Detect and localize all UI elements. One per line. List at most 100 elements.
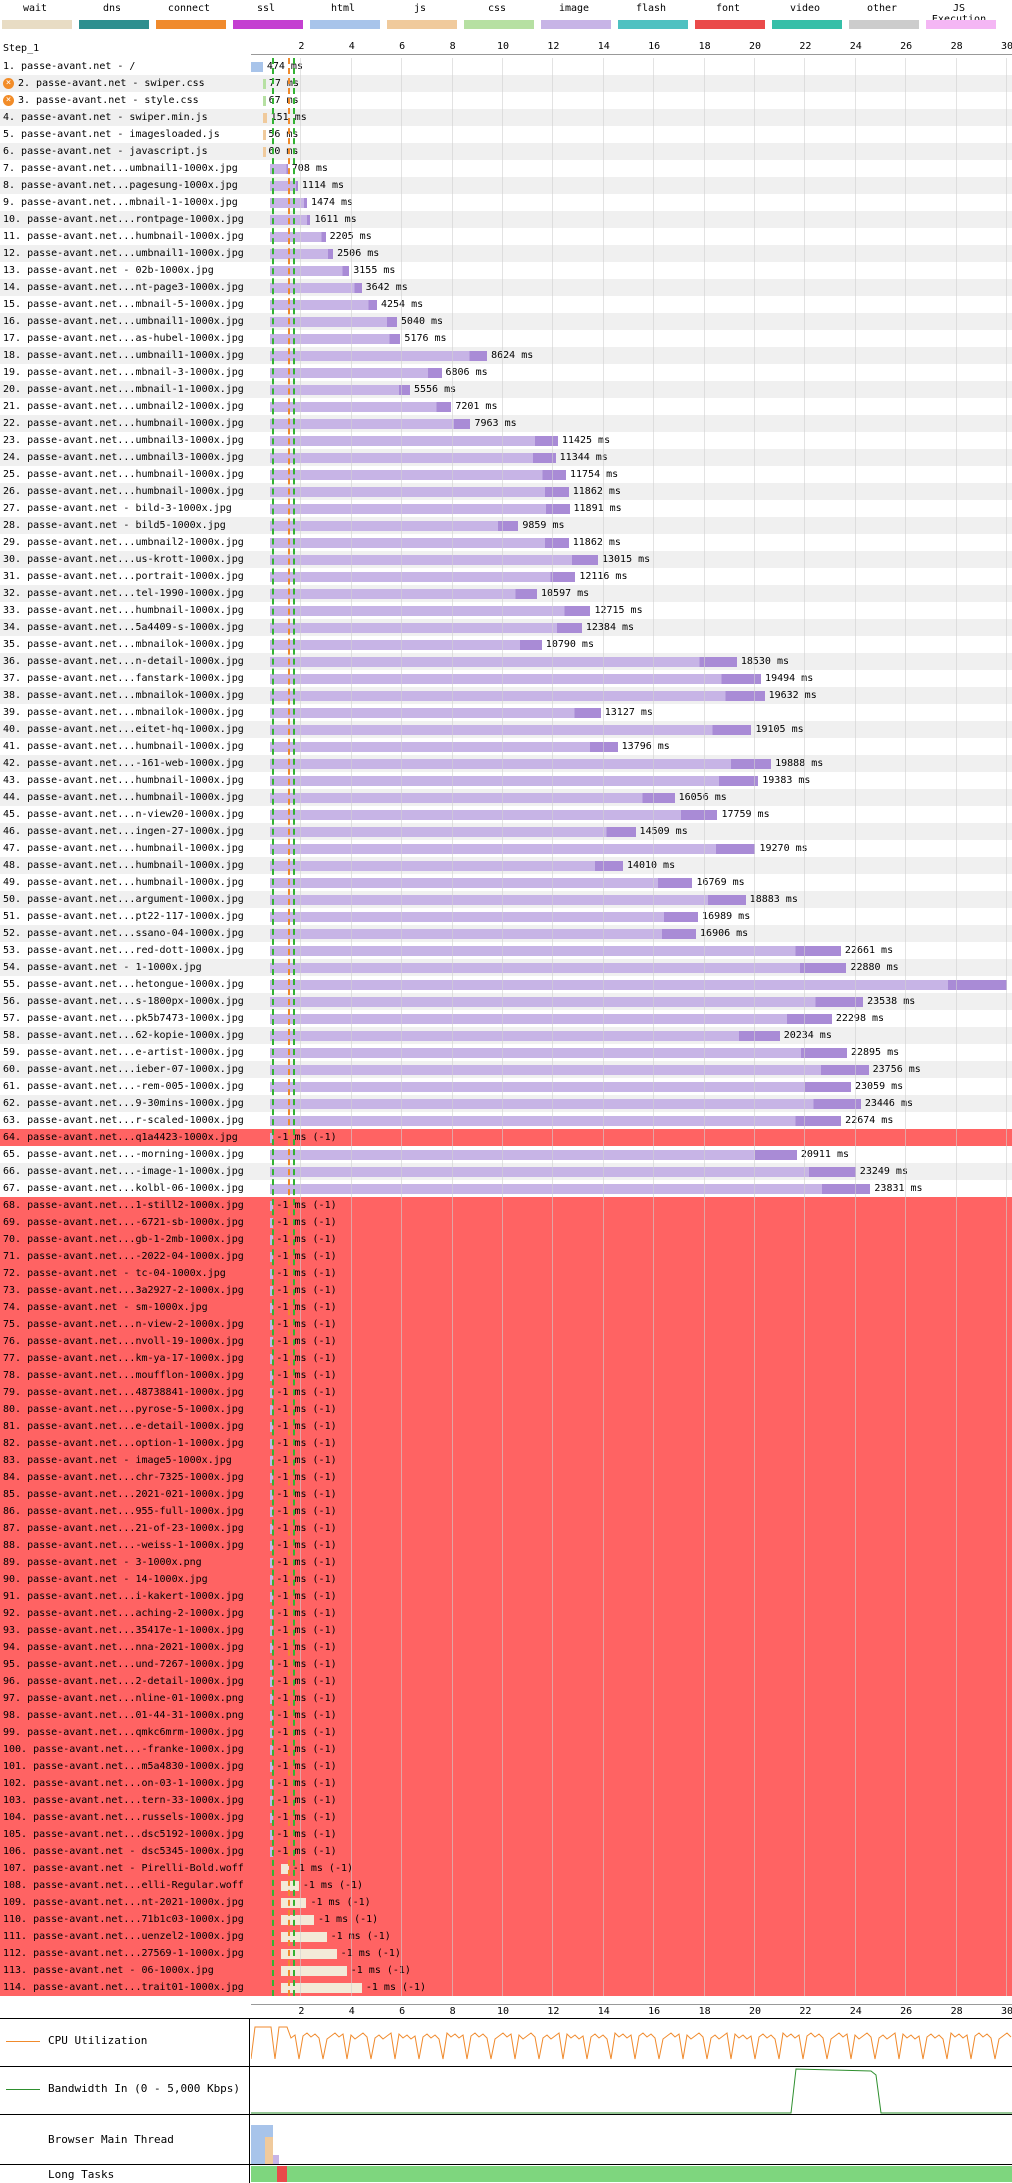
request-name[interactable]: 97. passe-avant.net...nline-01-1000x.png (3, 1693, 244, 1704)
request-name[interactable]: 17. passe-avant.net...as-hubel-1000x.jpg (3, 333, 244, 344)
request-name[interactable]: 38. passe-avant.net...mbnailok-1000x.jpg (3, 690, 244, 701)
request-name[interactable]: 94. passe-avant.net...nna-2021-1000x.jpg (3, 1642, 244, 1653)
request-row[interactable]: 15. passe-avant.net...mbnail-5-1000x.jpg… (0, 296, 1012, 313)
request-name[interactable]: 15. passe-avant.net...mbnail-5-1000x.jpg (3, 299, 244, 310)
request-name[interactable]: 63. passe-avant.net...r-scaled-1000x.jpg (3, 1115, 244, 1126)
request-name[interactable]: 9. passe-avant.net...mbnail-1-1000x.jpg (3, 197, 238, 208)
request-name[interactable]: 92. passe-avant.net...aching-2-1000x.jpg (3, 1608, 244, 1619)
request-row[interactable]: 11. passe-avant.net...humbnail-1000x.jpg… (0, 228, 1012, 245)
request-name[interactable]: 67. passe-avant.net...kolbl-06-1000x.jpg (3, 1183, 244, 1194)
request-name[interactable]: 28. passe-avant.net - bild5-1000x.jpg (3, 520, 226, 531)
request-name[interactable]: 73. passe-avant.net...3a2927-2-1000x.jpg (3, 1285, 244, 1296)
request-row[interactable]: 95. passe-avant.net...und-7267-1000x.jpg… (0, 1656, 1012, 1673)
request-name[interactable]: 89. passe-avant.net - 3-1000x.png (3, 1557, 202, 1568)
request-name[interactable]: 37. passe-avant.net...fanstark-1000x.jpg (3, 673, 244, 684)
request-row[interactable]: 70. passe-avant.net...gb-1-2mb-1000x.jpg… (0, 1231, 1012, 1248)
request-name[interactable]: 64. passe-avant.net...q1a4423-1000x.jpg (3, 1132, 238, 1143)
request-row[interactable]: 51. passe-avant.net...pt22-117-1000x.jpg… (0, 908, 1012, 925)
request-name[interactable]: 95. passe-avant.net...und-7267-1000x.jpg (3, 1659, 244, 1670)
request-name[interactable]: 88. passe-avant.net...-weiss-1-1000x.jpg (3, 1540, 244, 1551)
request-row[interactable]: 12. passe-avant.net...umbnail1-1000x.jpg… (0, 245, 1012, 262)
request-row[interactable]: 22. passe-avant.net...humbnail-1000x.jpg… (0, 415, 1012, 432)
request-row[interactable]: 9. passe-avant.net...mbnail-1-1000x.jpg 1… (0, 194, 1012, 211)
request-name[interactable]: 47. passe-avant.net...humbnail-1000x.jpg (3, 843, 244, 854)
request-row[interactable]: 6. passe-avant.net - javascript.js 60 ms (0, 143, 1012, 160)
request-name[interactable]: 91. passe-avant.net...i-kakert-1000x.jpg (3, 1591, 244, 1602)
request-row[interactable]: 42. passe-avant.net...-161-web-1000x.jpg… (0, 755, 1012, 772)
request-row[interactable]: 33. passe-avant.net...humbnail-1000x.jpg… (0, 602, 1012, 619)
request-row[interactable]: 26. passe-avant.net...humbnail-1000x.jpg… (0, 483, 1012, 500)
request-row[interactable]: 24. passe-avant.net...umbnail3-1000x.jpg… (0, 449, 1012, 466)
request-row[interactable]: 88. passe-avant.net...-weiss-1-1000x.jpg… (0, 1537, 1012, 1554)
request-row[interactable]: 25. passe-avant.net...humbnail-1000x.jpg… (0, 466, 1012, 483)
request-name[interactable]: 11. passe-avant.net...humbnail-1000x.jpg (3, 231, 244, 242)
request-row[interactable]: 68. passe-avant.net...1-still2-1000x.jpg… (0, 1197, 1012, 1214)
request-name[interactable]: 106. passe-avant.net - dsc5345-1000x.jpg (3, 1846, 244, 1857)
request-name[interactable]: 6. passe-avant.net - javascript.js (3, 146, 208, 157)
request-row[interactable]: 61. passe-avant.net...-rem-005-1000x.jpg… (0, 1078, 1012, 1095)
request-row[interactable]: 40. passe-avant.net...eitet-hq-1000x.jpg… (0, 721, 1012, 738)
request-row[interactable]: 87. passe-avant.net...21-of-23-1000x.jpg… (0, 1520, 1012, 1537)
request-name[interactable]: 68. passe-avant.net...1-still2-1000x.jpg (3, 1200, 244, 1211)
request-row[interactable]: 59. passe-avant.net...e-artist-1000x.jpg… (0, 1044, 1012, 1061)
request-name[interactable]: 82. passe-avant.net...option-1-1000x.jpg (3, 1438, 244, 1449)
request-name[interactable]: 49. passe-avant.net...humbnail-1000x.jpg (3, 877, 244, 888)
request-row[interactable]: 66. passe-avant.net...-image-1-1000x.jpg… (0, 1163, 1012, 1180)
request-row[interactable]: 89. passe-avant.net - 3-1000x.png -1 ms (… (0, 1554, 1012, 1571)
request-name[interactable]: 21. passe-avant.net...umbnail2-1000x.jpg (3, 401, 244, 412)
request-row[interactable]: 94. passe-avant.net...nna-2021-1000x.jpg… (0, 1639, 1012, 1656)
request-name[interactable]: 13. passe-avant.net - 02b-1000x.jpg (3, 265, 214, 276)
request-row[interactable]: 74. passe-avant.net - sm-1000x.jpg -1 ms … (0, 1299, 1012, 1316)
request-row[interactable]: × 3. passe-avant.net - style.css 67 ms (0, 92, 1012, 109)
request-name[interactable]: 72. passe-avant.net - tc-04-1000x.jpg (3, 1268, 226, 1279)
request-row[interactable]: 111. passe-avant.net...uenzel2-1000x.jpg… (0, 1928, 1012, 1945)
request-row[interactable]: 75. passe-avant.net...n-view-2-1000x.jpg… (0, 1316, 1012, 1333)
request-name[interactable]: 99. passe-avant.net...qmkc6mrm-1000x.jpg (3, 1727, 244, 1738)
request-name[interactable]: 61. passe-avant.net...-rem-005-1000x.jpg (3, 1081, 244, 1092)
request-row[interactable]: 64. passe-avant.net...q1a4423-1000x.jpg -… (0, 1129, 1012, 1146)
request-row[interactable]: 58. passe-avant.net...62-kopie-1000x.jpg… (0, 1027, 1012, 1044)
request-name[interactable]: 46. passe-avant.net...ingen-27-1000x.jpg (3, 826, 244, 837)
request-row[interactable]: 71. passe-avant.net...-2022-04-1000x.jpg… (0, 1248, 1012, 1265)
request-row[interactable]: 17. passe-avant.net...as-hubel-1000x.jpg… (0, 330, 1012, 347)
request-row[interactable]: 113. passe-avant.net - 06-1000x.jpg -1 ms… (0, 1962, 1012, 1979)
request-row[interactable]: 39. passe-avant.net...mbnailok-1000x.jpg… (0, 704, 1012, 721)
request-row[interactable]: 76. passe-avant.net...nvoll-19-1000x.jpg… (0, 1333, 1012, 1350)
request-name[interactable]: 36. passe-avant.net...n-detail-1000x.jpg (3, 656, 244, 667)
request-name[interactable]: 79. passe-avant.net...48738841-1000x.jpg (3, 1387, 244, 1398)
request-name[interactable]: 35. passe-avant.net...mbnailok-1000x.jpg (3, 639, 244, 650)
request-row[interactable]: 4. passe-avant.net - swiper.min.js 151 ms (0, 109, 1012, 126)
request-row[interactable]: 110. passe-avant.net...71b1c03-1000x.jpg… (0, 1911, 1012, 1928)
request-name[interactable]: 76. passe-avant.net...nvoll-19-1000x.jpg (3, 1336, 244, 1347)
request-row[interactable]: 53. passe-avant.net...red-dott-1000x.jpg… (0, 942, 1012, 959)
request-row[interactable]: 78. passe-avant.net...moufflon-1000x.jpg… (0, 1367, 1012, 1384)
request-name[interactable]: 12. passe-avant.net...umbnail1-1000x.jpg (3, 248, 244, 259)
request-row[interactable]: 65. passe-avant.net...-morning-1000x.jpg… (0, 1146, 1012, 1163)
request-row[interactable]: 98. passe-avant.net...01-44-31-1000x.png… (0, 1707, 1012, 1724)
request-name[interactable]: 74. passe-avant.net - sm-1000x.jpg (3, 1302, 208, 1313)
request-row[interactable]: 97. passe-avant.net...nline-01-1000x.png… (0, 1690, 1012, 1707)
request-row[interactable]: 60. passe-avant.net...ieber-07-1000x.jpg… (0, 1061, 1012, 1078)
request-row[interactable]: 84. passe-avant.net...chr-7325-1000x.jpg… (0, 1469, 1012, 1486)
request-name[interactable]: 31. passe-avant.net...portrait-1000x.jpg (3, 571, 244, 582)
request-row[interactable]: × 2. passe-avant.net - swiper.css 77 ms (0, 75, 1012, 92)
request-name[interactable]: 27. passe-avant.net - bild-3-1000x.jpg (3, 503, 232, 514)
request-name[interactable]: 44. passe-avant.net...humbnail-1000x.jpg (3, 792, 244, 803)
request-name[interactable]: 83. passe-avant.net - image5-1000x.jpg (3, 1455, 232, 1466)
request-name[interactable]: 40. passe-avant.net...eitet-hq-1000x.jpg (3, 724, 244, 735)
request-name[interactable]: 60. passe-avant.net...ieber-07-1000x.jpg (3, 1064, 244, 1075)
request-row[interactable]: 28. passe-avant.net - bild5-1000x.jpg 985… (0, 517, 1012, 534)
request-name[interactable]: 86. passe-avant.net...955-full-1000x.jpg (3, 1506, 244, 1517)
request-name[interactable]: 98. passe-avant.net...01-44-31-1000x.png (3, 1710, 244, 1721)
request-name[interactable]: 104. passe-avant.net...russels-1000x.jpg (3, 1812, 244, 1823)
request-name[interactable]: 62. passe-avant.net...9-30mins-1000x.jpg (3, 1098, 244, 1109)
request-name[interactable]: 75. passe-avant.net...n-view-2-1000x.jpg (3, 1319, 244, 1330)
request-name[interactable]: 100. passe-avant.net...-franke-1000x.jpg (3, 1744, 244, 1755)
request-name[interactable]: 111. passe-avant.net...uenzel2-1000x.jpg (3, 1931, 244, 1942)
request-name[interactable]: 22. passe-avant.net...humbnail-1000x.jpg (3, 418, 244, 429)
request-name[interactable]: 54. passe-avant.net - 1-1000x.jpg (3, 962, 202, 973)
request-row[interactable]: 100. passe-avant.net...-franke-1000x.jpg… (0, 1741, 1012, 1758)
request-row[interactable]: 92. passe-avant.net...aching-2-1000x.jpg… (0, 1605, 1012, 1622)
request-name[interactable]: 51. passe-avant.net...pt22-117-1000x.jpg (3, 911, 244, 922)
request-name[interactable]: 29. passe-avant.net...umbnail2-1000x.jpg (3, 537, 244, 548)
